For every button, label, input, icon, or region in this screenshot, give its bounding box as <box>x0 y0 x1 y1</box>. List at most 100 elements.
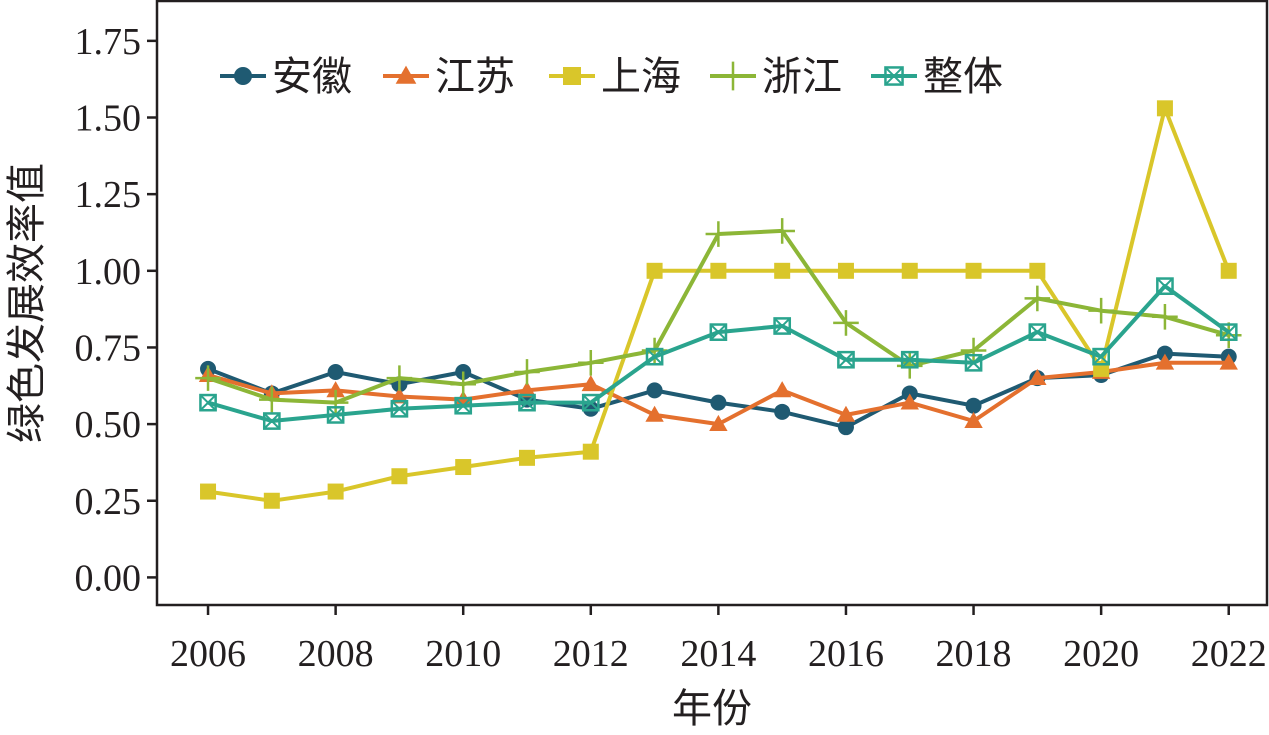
data-point-square <box>774 262 791 279</box>
x-tick-label: 2022 <box>1191 633 1267 675</box>
data-point-triangle <box>1155 353 1175 370</box>
data-point-triangle <box>709 414 728 432</box>
y-axis-title: 绿色发展效率值 <box>4 163 49 443</box>
data-point-square <box>563 67 581 85</box>
data-point-square <box>391 468 408 485</box>
data-point-square-x-frame <box>709 323 728 341</box>
series-square-x <box>199 277 1238 430</box>
x-tick-label: 2006 <box>170 633 246 675</box>
data-point-square-x <box>773 317 791 335</box>
x-tick-label: 2012 <box>553 633 629 675</box>
data-point-triangle <box>390 387 409 404</box>
x-tick-label: 2014 <box>680 633 756 675</box>
data-point-circle <box>327 363 344 380</box>
data-point-square <box>1029 262 1046 279</box>
data-point-triangle <box>517 381 537 398</box>
data-point-square-x <box>1220 323 1238 341</box>
data-point-triangle <box>645 405 664 422</box>
legend-label: 浙江 <box>762 54 842 99</box>
x-tick-label: 2020 <box>1063 633 1139 675</box>
y-tick-label: 0.50 <box>75 404 142 446</box>
series-square <box>200 100 1237 509</box>
x-tick-label: 2016 <box>808 633 884 675</box>
data-point-plus <box>960 337 987 364</box>
legend-label: 江苏 <box>435 54 515 99</box>
data-point-plus <box>322 389 349 416</box>
x-axis: 2006 2008 2010 2012 2014 2016 2018 2020 2022 <box>170 605 1267 675</box>
y-tick-label: 0.75 <box>75 327 142 369</box>
y-tick-label: 1.00 <box>75 251 142 293</box>
data-point-plus <box>1152 303 1178 330</box>
y-tick-label: 1.25 <box>75 174 142 216</box>
data-point-square-x-frame <box>1219 323 1238 341</box>
data-point-square-x-frame <box>390 399 409 418</box>
data-point-plus <box>705 221 732 247</box>
data-point-square <box>327 483 344 500</box>
data-point-circle <box>646 382 663 399</box>
data-point-square-x-frame <box>454 396 473 415</box>
data-point-square <box>200 483 217 500</box>
y-tick-label: 1.75 <box>75 21 142 63</box>
data-point-plus <box>718 61 748 91</box>
data-point-square <box>582 443 599 460</box>
data-point-square-x-frame <box>837 350 855 369</box>
legend-label: 安徽 <box>272 54 352 99</box>
data-point-square <box>455 459 472 476</box>
data-point-circle <box>774 403 791 420</box>
y-tick-label: 0.25 <box>75 481 142 523</box>
data-point-square-x <box>199 394 217 411</box>
legend: 安徽 江苏 上海 浙江 整体 <box>220 54 1003 99</box>
data-point-square-x <box>263 412 281 430</box>
data-point-circle <box>837 419 854 436</box>
data-point-square <box>519 449 535 466</box>
data-point-square-x <box>391 400 408 418</box>
legend-item: 江苏 <box>383 54 515 99</box>
series-triangle <box>198 353 1238 432</box>
y-axis: 0.00 0.25 0.50 0.75 1.00 1.25 1.50 1.75 <box>75 21 157 599</box>
data-point-square-x <box>901 351 919 369</box>
data-point-square-x-frame <box>1028 323 1047 341</box>
data-point-square-x <box>454 397 472 415</box>
plot-frame <box>155 0 1269 607</box>
data-point-circle <box>234 67 252 85</box>
data-point-square <box>710 262 727 279</box>
data-point-square-x <box>646 348 663 365</box>
data-point-plus <box>769 218 795 244</box>
data-point-square-x-frame <box>964 353 983 372</box>
data-point-plus <box>450 371 477 398</box>
data-point-square-x <box>518 394 536 411</box>
series-plus <box>195 218 1242 416</box>
y-tick-label: 1.50 <box>75 98 142 140</box>
data-point-circle <box>965 397 982 414</box>
data-point-square <box>837 262 854 279</box>
data-point-square <box>263 492 280 509</box>
data-point-square-x <box>1156 277 1174 295</box>
data-point-square-x <box>1029 323 1046 341</box>
data-point-plus <box>514 359 540 385</box>
x-axis-title: 年份 <box>672 686 752 731</box>
data-point-triangle <box>395 65 417 84</box>
x-tick-label: 2018 <box>936 633 1012 675</box>
data-point-plus <box>1088 297 1114 324</box>
data-point-square-x-frame <box>884 66 904 86</box>
data-point-square-x-frame <box>1156 277 1174 295</box>
data-point-plus <box>1024 285 1051 312</box>
data-point-triangle <box>1219 353 1238 370</box>
data-point-triangle <box>772 381 792 398</box>
data-point-plus <box>641 337 668 364</box>
data-point-triangle <box>326 381 345 398</box>
data-point-square-x <box>884 66 904 86</box>
data-point-plus <box>577 349 604 376</box>
data-point-square-x-frame <box>645 347 664 366</box>
data-point-square-x-frame <box>199 393 217 412</box>
data-point-circle <box>710 394 727 411</box>
data-point-plus <box>195 365 221 391</box>
data-point-square-x-frame <box>326 406 345 424</box>
x-tick-label: 2010 <box>425 633 501 675</box>
data-point-square-x-frame <box>1092 347 1110 366</box>
data-point-triangle <box>1028 368 1047 386</box>
data-point-plus <box>259 386 285 413</box>
data-point-square <box>646 262 663 279</box>
data-point-square-x <box>327 406 344 424</box>
